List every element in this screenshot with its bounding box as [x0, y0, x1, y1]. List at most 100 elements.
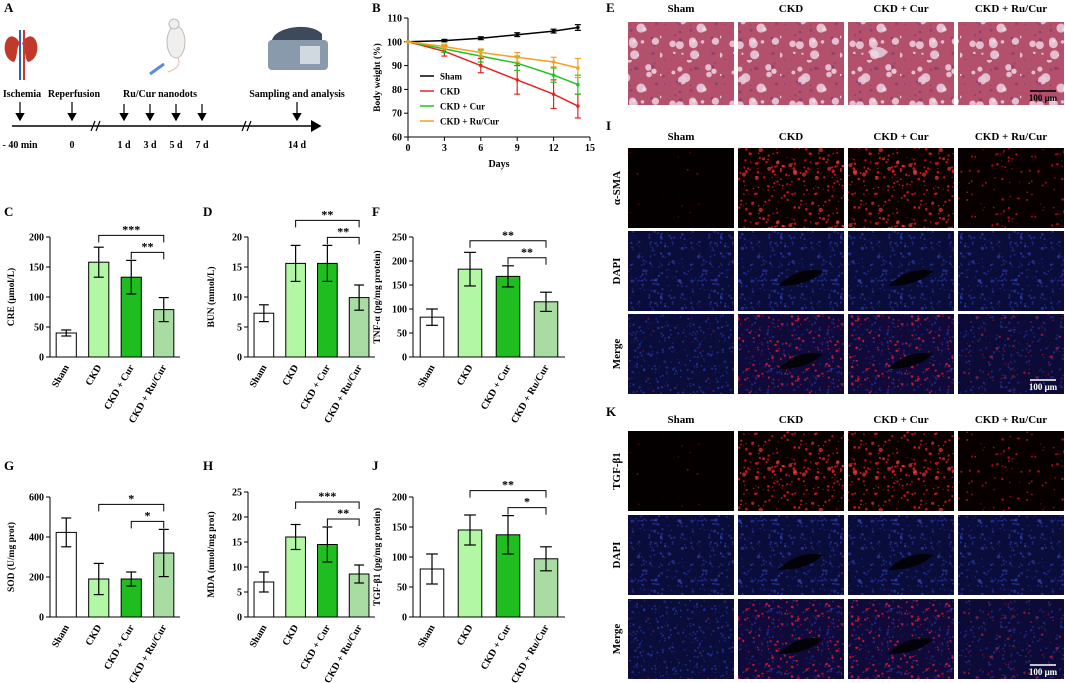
micrograph: [848, 148, 954, 228]
x-axis-label: Days: [488, 159, 509, 170]
significance-bracket: [98, 234, 165, 243]
y-tick-label: 600: [29, 493, 44, 504]
x-tick-label: 12: [549, 143, 559, 154]
dark-vessel: [778, 554, 823, 570]
analyzer-icon: [300, 46, 320, 64]
column-header: CKD + Cur: [873, 3, 928, 15]
y-tick-label: 110: [388, 14, 402, 25]
timeline-tick: 3 d: [143, 140, 157, 151]
micrograph: [958, 148, 1064, 228]
y-tick-label: 100: [392, 305, 407, 316]
micrograph: [628, 314, 734, 394]
dark-vessel: [888, 554, 933, 570]
timeline-arrows: [15, 102, 302, 132]
column-header: CKD: [779, 414, 804, 426]
panel-label: H: [203, 458, 213, 473]
y-tick-label: 10: [232, 563, 242, 574]
y-tick-label: 100: [29, 293, 44, 304]
syringe-icon: [149, 62, 165, 76]
x-tick-label: CKD + Cur: [479, 363, 514, 412]
significance-label: **: [321, 207, 333, 221]
kidney-icon: [4, 36, 20, 62]
x-tick-label: CKD + Cur: [102, 623, 137, 672]
mouse-icon: [168, 18, 180, 30]
timeline-tick: 14 d: [288, 140, 307, 151]
y-tick-label: 250: [392, 233, 407, 244]
row-label: Merge: [611, 339, 623, 370]
series-line: [407, 41, 579, 107]
legend-label: CKD: [440, 87, 461, 97]
y-tick-label: 150: [392, 523, 407, 534]
x-tick-label: CKD: [281, 623, 302, 648]
micrograph: [958, 515, 1064, 595]
y-tick-label: 70: [392, 109, 402, 120]
x-tick-label: 0: [406, 143, 411, 154]
significance-bracket: [295, 219, 360, 228]
event-label: Sampling and analysis: [249, 89, 345, 100]
y-axis-label: Body weight (%): [372, 43, 383, 112]
column-header: CKD + Cur: [873, 414, 928, 426]
mouse-icon: [166, 25, 186, 59]
significance-label: *: [145, 508, 151, 522]
column-header: CKD + Ru/Cur: [975, 414, 1047, 426]
dark-vessel: [888, 638, 933, 654]
timeline-tick: 7 d: [195, 140, 209, 151]
column-header: Sham: [668, 414, 695, 426]
x-tick-label: CKD: [84, 363, 105, 388]
micrograph: [628, 431, 734, 511]
y-axis-label: BUN (mmol/L): [206, 267, 217, 328]
scale-bar-label: 100 μm: [1029, 667, 1058, 677]
marker: [551, 92, 556, 96]
x-tick-label: 15: [585, 143, 595, 154]
x-tick-label: Sham: [248, 362, 270, 389]
x-tick-label: CKD + Cur: [102, 363, 137, 412]
timeline-tick: 5 d: [169, 140, 183, 151]
panel-label: D: [203, 204, 212, 219]
micrograph: [738, 22, 844, 105]
y-tick-label: 50: [34, 323, 44, 334]
dark-vessel: [778, 638, 823, 654]
y-tick-label: 0: [237, 613, 242, 624]
x-tick-label: CKD: [281, 363, 302, 388]
timeline-tick: - 40 min: [3, 140, 38, 151]
event-label: Ischemia: [3, 89, 41, 100]
micrograph: [738, 314, 844, 394]
marker: [515, 55, 519, 60]
marker: [479, 63, 483, 68]
y-tick-label: 200: [29, 233, 44, 244]
marker: [576, 66, 580, 70]
row-label: DAPI: [611, 542, 623, 569]
series-line: [407, 41, 579, 86]
event-label: Reperfusion: [48, 89, 101, 100]
x-tick-label: CKD: [455, 623, 476, 648]
micrograph: [628, 22, 734, 105]
significance-bracket: [98, 503, 165, 512]
x-tick-label: CKD: [455, 363, 476, 388]
y-tick-label: 15: [232, 263, 242, 274]
micrograph: [628, 515, 734, 595]
y-tick-label: 5: [237, 588, 242, 599]
significance-bracket: [326, 518, 360, 526]
column-header: CKD + Cur: [873, 131, 928, 143]
y-tick-label: 0: [39, 613, 44, 624]
panel-label: K: [606, 404, 617, 419]
y-tick-label: 100: [392, 553, 407, 564]
y-tick-label: 60: [392, 133, 402, 144]
significance-label: **: [142, 239, 154, 253]
panel-label: E: [606, 0, 615, 15]
x-tick-label: CKD: [84, 623, 105, 648]
micrograph: [848, 431, 954, 511]
significance-label: ***: [122, 222, 140, 236]
x-tick-label: CKD + Ru/Cur: [509, 363, 552, 426]
micrograph: [628, 599, 734, 679]
micrograph: [848, 22, 954, 105]
panel-label: I: [606, 118, 611, 133]
column-header: CKD + Ru/Cur: [975, 131, 1047, 143]
micrograph: [848, 231, 954, 311]
x-tick-label: Sham: [416, 362, 438, 389]
micrograph: [958, 431, 1064, 511]
series-line: [407, 41, 579, 69]
y-tick-label: 25: [232, 488, 242, 499]
marker: [551, 29, 556, 33]
y-tick-label: 200: [29, 573, 44, 584]
